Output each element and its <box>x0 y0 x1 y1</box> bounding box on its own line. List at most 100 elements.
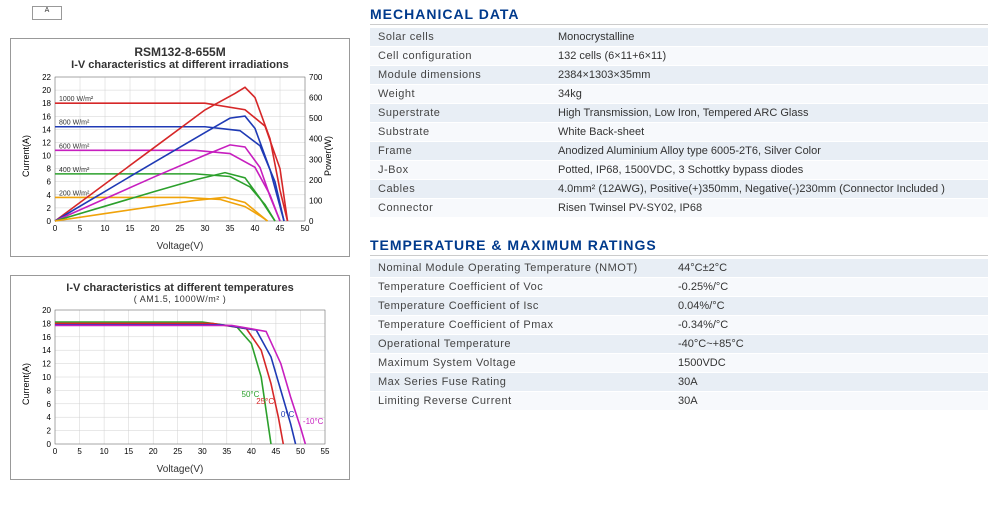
chart2-subtitle: I-V characteristics at different tempera… <box>19 282 341 294</box>
table-row: Cables4.0mm² (12AWG), Positive(+)350mm, … <box>370 180 988 199</box>
chart2-xlabel: Voltage(V) <box>19 464 341 475</box>
table-cell: White Back-sheet <box>550 123 988 142</box>
chart1-area: 0510152025303540455002468101214161820220… <box>19 71 341 241</box>
table-cell: 1500VDC <box>670 354 988 373</box>
table-row: ConnectorRisen Twinsel PV-SY02, IP68 <box>370 199 988 218</box>
svg-text:400: 400 <box>309 135 323 144</box>
table-row: SuperstrateHigh Transmission, Low Iron, … <box>370 104 988 123</box>
svg-text:4: 4 <box>47 413 52 422</box>
table-row: Max Series Fuse Rating30A <box>370 373 988 392</box>
svg-text:400 W/m²: 400 W/m² <box>59 167 90 174</box>
svg-text:5: 5 <box>77 447 82 456</box>
svg-text:0: 0 <box>53 224 58 233</box>
table-row: Nominal Module Operating Temperature (NM… <box>370 259 988 278</box>
table-cell: 2384×1303×35mm <box>550 66 988 85</box>
svg-text:30: 30 <box>201 224 210 233</box>
svg-text:55: 55 <box>321 447 330 456</box>
mechanical-title: MECHANICAL DATA <box>370 6 988 25</box>
svg-text:50: 50 <box>296 447 305 456</box>
svg-text:Power(W): Power(W) <box>323 136 333 176</box>
table-row: Maximum System Voltage1500VDC <box>370 354 988 373</box>
svg-text:1000 W/m²: 1000 W/m² <box>59 96 94 103</box>
svg-text:40: 40 <box>251 224 260 233</box>
temperature-title: TEMPERATURE & MAXIMUM RATINGS <box>370 237 988 256</box>
svg-text:25: 25 <box>173 447 182 456</box>
table-cell: Risen Twinsel PV-SY02, IP68 <box>550 199 988 218</box>
stub-box: A <box>32 6 62 20</box>
table-cell: 132 cells (6×11+6×11) <box>550 47 988 66</box>
svg-text:25°C: 25°C <box>256 397 274 406</box>
svg-text:200: 200 <box>309 176 323 185</box>
svg-text:200 W/m²: 200 W/m² <box>59 190 90 197</box>
svg-text:300: 300 <box>309 155 323 164</box>
temperature-section: TEMPERATURE & MAXIMUM RATINGS Nominal Mo… <box>370 237 988 410</box>
table-cell: Anodized Aluminium Alloy type 6005-2T6, … <box>550 142 988 161</box>
svg-text:4: 4 <box>47 191 52 200</box>
svg-text:0: 0 <box>47 440 52 449</box>
table-cell: 30A <box>670 373 988 392</box>
svg-text:18: 18 <box>42 319 51 328</box>
svg-text:20: 20 <box>42 306 51 315</box>
table-cell: Temperature Coefficient of Isc <box>370 297 670 316</box>
table-cell: -40°C~+85°C <box>670 335 988 354</box>
chart-iv-temperature: I-V characteristics at different tempera… <box>10 275 350 480</box>
table-cell: Maximum System Voltage <box>370 354 670 373</box>
table-cell: -0.25%/°C <box>670 278 988 297</box>
chart1-subtitle: I-V characteristics at different irradia… <box>19 59 341 71</box>
table-cell: Solar cells <box>370 28 550 47</box>
svg-text:600: 600 <box>309 94 323 103</box>
svg-text:Current(A): Current(A) <box>21 363 31 405</box>
svg-text:20: 20 <box>151 224 160 233</box>
chart2-svg: 0510152025303540455055024681012141618205… <box>19 304 339 464</box>
svg-text:600 W/m²: 600 W/m² <box>59 143 90 150</box>
table-cell: 34kg <box>550 85 988 104</box>
svg-text:20: 20 <box>149 447 158 456</box>
table-cell: Cell configuration <box>370 47 550 66</box>
svg-text:45: 45 <box>271 447 280 456</box>
right-column: MECHANICAL DATA Solar cellsMonocrystalli… <box>370 6 988 506</box>
table-row: SubstrateWhite Back-sheet <box>370 123 988 142</box>
svg-text:22: 22 <box>42 73 51 82</box>
table-row: Cell configuration132 cells (6×11+6×11) <box>370 47 988 66</box>
svg-text:700: 700 <box>309 73 323 82</box>
svg-text:25: 25 <box>176 224 185 233</box>
svg-text:15: 15 <box>124 447 133 456</box>
table-cell: Substrate <box>370 123 550 142</box>
svg-text:10: 10 <box>100 447 109 456</box>
table-row: FrameAnodized Aluminium Alloy type 6005-… <box>370 142 988 161</box>
svg-text:45: 45 <box>276 224 285 233</box>
svg-text:8: 8 <box>47 386 52 395</box>
table-row: J-BoxPotted, IP68, 1500VDC, 3 Schottky b… <box>370 161 988 180</box>
table-cell: Nominal Module Operating Temperature (NM… <box>370 259 670 278</box>
svg-text:-10°C: -10°C <box>303 417 324 426</box>
svg-text:2: 2 <box>47 427 52 436</box>
svg-text:0°C: 0°C <box>281 410 295 419</box>
table-cell: Potted, IP68, 1500VDC, 3 Schottky bypass… <box>550 161 988 180</box>
table-cell: J-Box <box>370 161 550 180</box>
svg-text:35: 35 <box>226 224 235 233</box>
svg-text:8: 8 <box>47 165 52 174</box>
svg-text:40: 40 <box>247 447 256 456</box>
svg-text:100: 100 <box>309 196 323 205</box>
svg-text:6: 6 <box>47 400 52 409</box>
svg-text:500: 500 <box>309 114 323 123</box>
table-cell: Module dimensions <box>370 66 550 85</box>
table-cell: Cables <box>370 180 550 199</box>
table-cell: Connector <box>370 199 550 218</box>
svg-text:18: 18 <box>42 99 51 108</box>
chart2-area: 0510152025303540455055024681012141618205… <box>19 304 341 464</box>
chart-iv-irradiance: RSM132-8-655M I-V characteristics at dif… <box>10 38 350 257</box>
svg-text:15: 15 <box>126 224 135 233</box>
table-row: Weight34kg <box>370 85 988 104</box>
svg-text:14: 14 <box>42 346 51 355</box>
table-cell: Operational Temperature <box>370 335 670 354</box>
svg-text:6: 6 <box>47 178 52 187</box>
svg-text:800 W/m²: 800 W/m² <box>59 120 90 127</box>
table-cell: Monocrystalline <box>550 28 988 47</box>
svg-text:10: 10 <box>42 152 51 161</box>
table-row: Temperature Coefficient of Isc0.04%/°C <box>370 297 988 316</box>
chart1-title: RSM132-8-655M <box>19 45 341 59</box>
table-row: Temperature Coefficient of Voc-0.25%/°C <box>370 278 988 297</box>
table-cell: High Transmission, Low Iron, Tempered AR… <box>550 104 988 123</box>
table-row: Temperature Coefficient of Pmax-0.34%/°C <box>370 316 988 335</box>
